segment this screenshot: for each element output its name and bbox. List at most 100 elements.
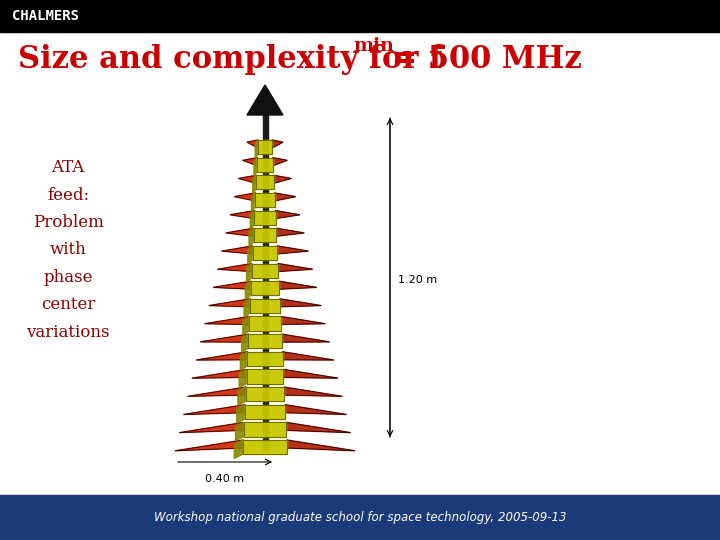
Bar bbox=[248, 334, 282, 348]
Polygon shape bbox=[237, 404, 245, 423]
Polygon shape bbox=[239, 369, 246, 388]
Bar bbox=[246, 387, 284, 401]
Polygon shape bbox=[251, 211, 254, 229]
Bar bbox=[0, 495, 720, 540]
Bar bbox=[256, 176, 274, 190]
Bar bbox=[257, 158, 273, 172]
Polygon shape bbox=[217, 264, 252, 272]
Polygon shape bbox=[248, 246, 253, 264]
Polygon shape bbox=[244, 299, 250, 317]
Text: ATA
feed:
Problem
with
phase
center
variations: ATA feed: Problem with phase center vari… bbox=[26, 159, 109, 341]
Bar bbox=[253, 228, 276, 242]
Polygon shape bbox=[192, 369, 246, 378]
Polygon shape bbox=[273, 158, 287, 166]
Polygon shape bbox=[204, 316, 249, 325]
Text: 1.20 m: 1.20 m bbox=[398, 275, 437, 285]
Bar bbox=[258, 140, 272, 154]
Polygon shape bbox=[209, 299, 250, 307]
Polygon shape bbox=[196, 352, 248, 360]
Bar bbox=[246, 369, 284, 383]
Polygon shape bbox=[230, 211, 254, 219]
Polygon shape bbox=[175, 440, 243, 451]
Polygon shape bbox=[243, 158, 257, 166]
Polygon shape bbox=[235, 422, 244, 441]
Text: CHALMERS: CHALMERS bbox=[12, 9, 79, 23]
Polygon shape bbox=[281, 316, 325, 325]
Bar bbox=[251, 281, 279, 295]
Polygon shape bbox=[246, 281, 251, 300]
Polygon shape bbox=[284, 369, 338, 378]
Bar bbox=[252, 264, 278, 278]
Bar bbox=[252, 264, 278, 278]
Bar bbox=[244, 422, 286, 436]
Bar bbox=[248, 334, 282, 348]
Bar bbox=[253, 246, 277, 260]
Polygon shape bbox=[184, 404, 245, 415]
Polygon shape bbox=[280, 299, 321, 307]
Polygon shape bbox=[282, 352, 334, 360]
Bar bbox=[251, 281, 279, 295]
Bar bbox=[245, 404, 285, 419]
Bar bbox=[258, 140, 272, 154]
Polygon shape bbox=[242, 334, 248, 353]
Polygon shape bbox=[279, 281, 317, 289]
Polygon shape bbox=[272, 140, 283, 148]
Polygon shape bbox=[286, 422, 351, 433]
Polygon shape bbox=[282, 334, 330, 342]
Bar bbox=[243, 440, 287, 454]
Polygon shape bbox=[188, 387, 246, 396]
Polygon shape bbox=[246, 264, 252, 282]
Bar bbox=[254, 211, 276, 225]
Polygon shape bbox=[255, 140, 258, 158]
Polygon shape bbox=[200, 334, 248, 342]
Bar bbox=[244, 422, 286, 436]
Bar bbox=[263, 90, 268, 450]
Bar bbox=[253, 228, 276, 242]
Polygon shape bbox=[243, 316, 249, 335]
Polygon shape bbox=[249, 228, 253, 247]
Bar bbox=[245, 404, 285, 419]
Bar bbox=[249, 316, 281, 330]
Polygon shape bbox=[278, 264, 312, 272]
Polygon shape bbox=[253, 176, 256, 194]
Bar bbox=[243, 440, 287, 454]
Polygon shape bbox=[251, 193, 256, 211]
Bar bbox=[246, 387, 284, 401]
Bar bbox=[250, 299, 280, 313]
Polygon shape bbox=[285, 404, 346, 415]
Text: = 500 MHz: = 500 MHz bbox=[381, 44, 582, 75]
Polygon shape bbox=[234, 440, 243, 458]
Polygon shape bbox=[213, 281, 251, 289]
Polygon shape bbox=[277, 246, 308, 254]
Polygon shape bbox=[276, 211, 300, 219]
Bar bbox=[254, 211, 276, 225]
Text: Size and complexity for f: Size and complexity for f bbox=[18, 44, 442, 75]
Bar bbox=[250, 299, 280, 313]
Polygon shape bbox=[222, 246, 253, 254]
Polygon shape bbox=[274, 176, 292, 183]
Polygon shape bbox=[254, 158, 257, 176]
Polygon shape bbox=[179, 422, 244, 433]
Bar bbox=[246, 369, 284, 383]
Bar bbox=[256, 193, 274, 207]
Bar bbox=[248, 352, 282, 366]
Polygon shape bbox=[234, 193, 256, 201]
Polygon shape bbox=[240, 352, 248, 370]
Polygon shape bbox=[247, 85, 283, 115]
Polygon shape bbox=[238, 387, 246, 406]
Polygon shape bbox=[276, 228, 304, 236]
Bar bbox=[249, 316, 281, 330]
Polygon shape bbox=[274, 193, 296, 201]
Text: min: min bbox=[353, 37, 394, 55]
Polygon shape bbox=[238, 176, 256, 183]
Bar bbox=[256, 193, 274, 207]
Bar bbox=[256, 176, 274, 190]
Polygon shape bbox=[247, 140, 258, 148]
Text: Workshop national graduate school for space technology, 2005-09-13: Workshop national graduate school for sp… bbox=[154, 511, 566, 524]
Bar bbox=[248, 352, 282, 366]
Bar bbox=[0, 0, 720, 32]
Bar bbox=[253, 246, 277, 260]
Bar bbox=[257, 158, 273, 172]
Text: 0.40 m: 0.40 m bbox=[205, 474, 245, 484]
Polygon shape bbox=[287, 440, 355, 451]
